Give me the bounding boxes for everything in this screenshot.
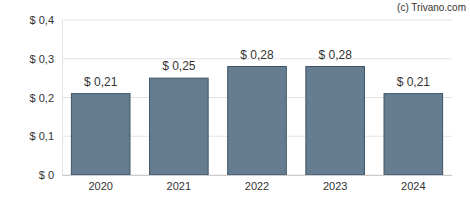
x-tick-label: 2021 [167, 180, 191, 192]
bar [150, 78, 209, 175]
x-tick: 2020 [88, 175, 112, 192]
y-tick: $ 0,2 [30, 92, 62, 104]
bar [228, 67, 287, 176]
plot: $ 0$ 0,1$ 0,2$ 0,3$ 0,420202021202220232… [30, 14, 453, 192]
bar [71, 94, 130, 175]
x-tick-label: 2020 [88, 180, 112, 192]
y-tick: $ 0,3 [30, 53, 62, 65]
credit: (c) Trivano.com [397, 2, 466, 13]
x-tick-label: 2023 [323, 180, 347, 192]
y-axis: $ 0 $ 0,1 $ 0,2 $ 0,3 $ 0,4 [30, 14, 63, 181]
y-tick: $ 0 [39, 169, 62, 181]
data-labels: $ 0,21 $ 0,25 $ 0,28 $ 0,28 $ 0,21 [84, 48, 430, 89]
grid [62, 20, 452, 175]
data-label: $ 0,21 [397, 75, 431, 89]
y-tick-label: $ 0,4 [30, 14, 54, 26]
y-tick-label: $ 0 [39, 169, 54, 181]
y-axis-line [62, 21, 63, 176]
y-tick: $ 0,4 [30, 14, 62, 26]
data-label: $ 0,28 [240, 48, 274, 62]
bar [306, 67, 365, 176]
x-axis-line [63, 175, 453, 176]
data-label: $ 0,21 [84, 75, 118, 89]
chart: $ 0$ 0,1$ 0,2$ 0,3$ 0,420202021202220232… [0, 0, 470, 200]
x-tick-label: 2022 [245, 180, 269, 192]
data-label: $ 0,25 [162, 59, 196, 73]
data-label: $ 0,28 [318, 48, 352, 62]
x-tick: 2022 [245, 175, 269, 192]
x-axis: 2020 2021 2022 2023 2024 [63, 175, 453, 192]
y-tick: $ 0,1 [30, 130, 62, 142]
x-tick-label: 2024 [401, 180, 425, 192]
grid-line [62, 20, 452, 21]
y-tick-label: $ 0,2 [30, 92, 54, 104]
y-tick-label: $ 0,3 [30, 53, 54, 65]
bar [384, 94, 443, 175]
y-tick-label: $ 0,1 [30, 130, 54, 142]
x-tick: 2024 [401, 175, 425, 192]
x-tick: 2023 [323, 175, 347, 192]
x-tick: 2021 [167, 175, 191, 192]
bars [71, 67, 442, 176]
